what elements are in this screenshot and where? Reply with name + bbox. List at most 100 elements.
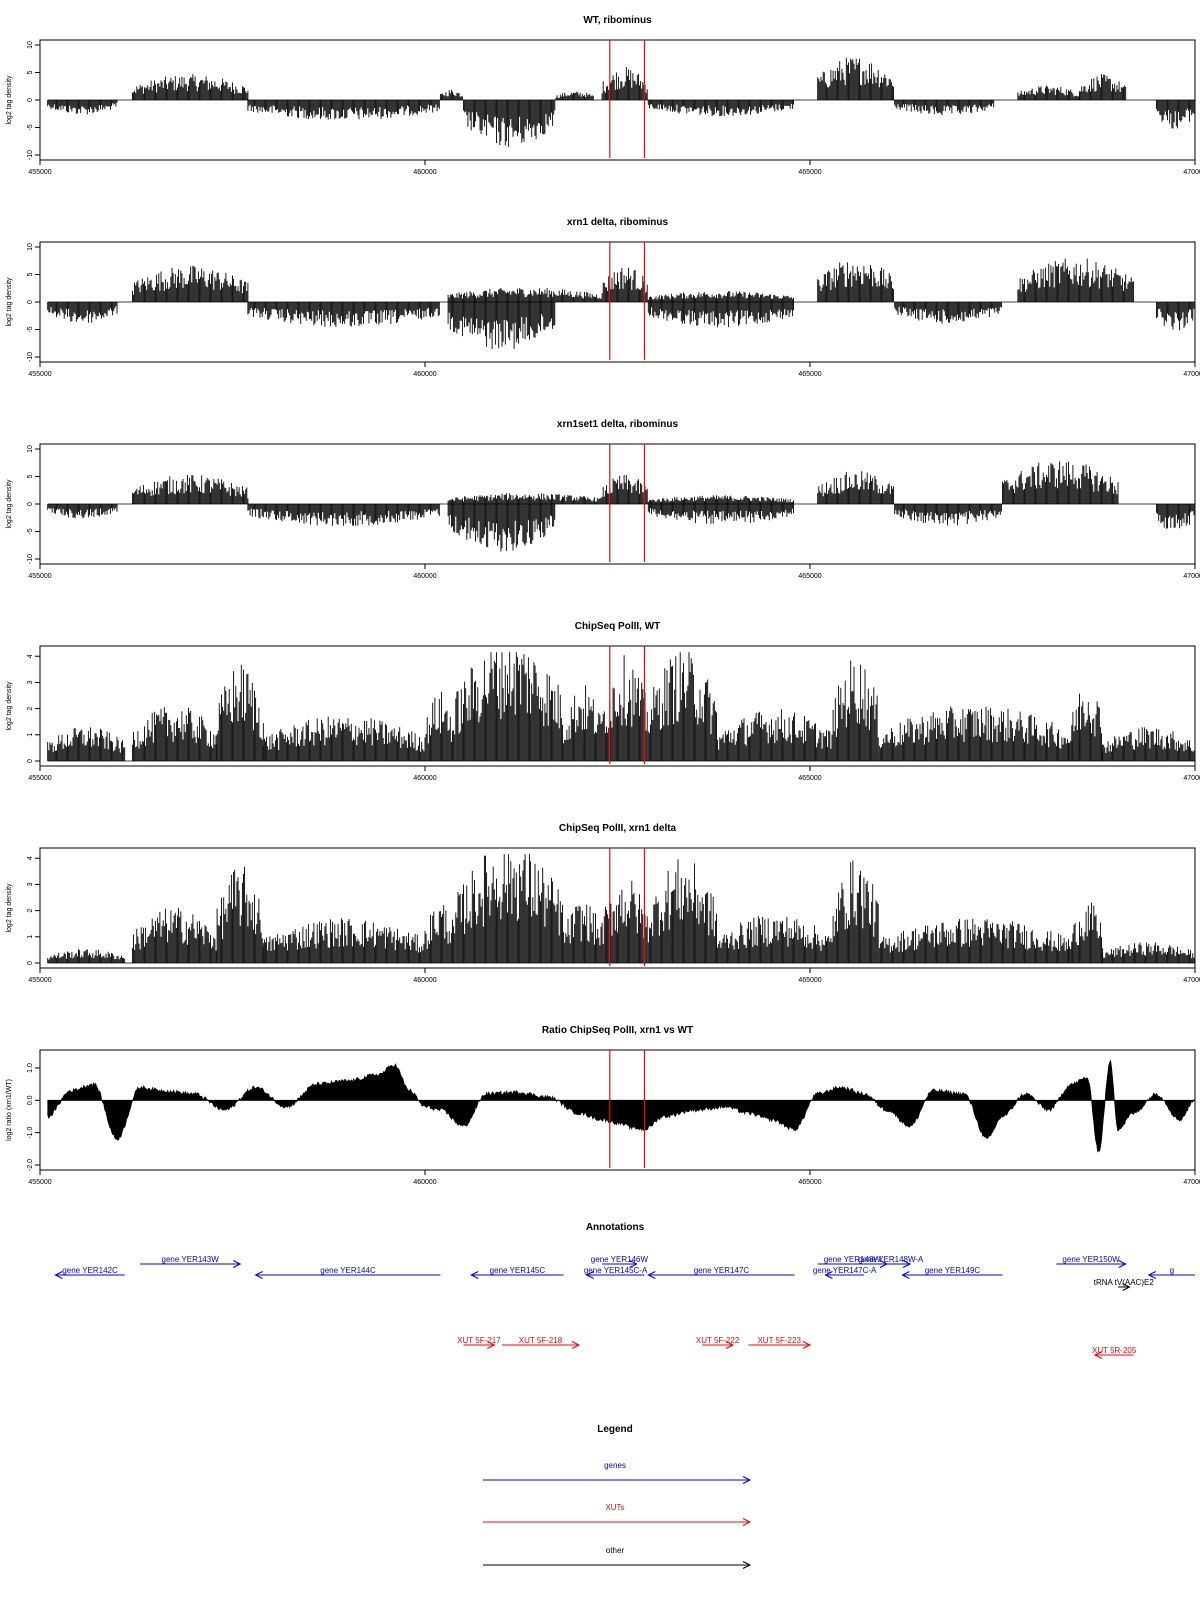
signal-segment	[878, 918, 1073, 963]
signal-bars	[131, 74, 249, 100]
signal-bars	[878, 706, 1073, 761]
signal-bars	[563, 904, 602, 963]
signal-segment	[131, 707, 218, 761]
signal-segment	[647, 504, 794, 524]
panel-title: WT, ribominus	[583, 15, 652, 26]
signal-segment	[131, 475, 249, 504]
signal-segment	[894, 302, 1002, 324]
x-tick-label: 460000	[413, 1179, 436, 1186]
arrow-head-icon	[725, 1341, 735, 1349]
signal-bars	[601, 880, 648, 963]
panel-data	[47, 854, 1196, 964]
signal-bars	[894, 302, 1002, 324]
signal-bars	[601, 67, 648, 100]
arrow-head-icon	[585, 1271, 594, 1279]
arrow-head-icon	[1093, 1351, 1103, 1359]
signal-segment	[262, 716, 425, 761]
signal-segment	[447, 288, 602, 302]
signal-bars	[555, 91, 594, 100]
x-tick-label: 455000	[28, 169, 51, 176]
signal-segment	[601, 67, 648, 100]
y-tick-label: 4	[27, 856, 34, 860]
ratio-area	[47, 1059, 1196, 1153]
signal-bars	[717, 916, 833, 963]
x-tick-label: 460000	[413, 573, 436, 580]
signal-segment	[1017, 85, 1080, 100]
y-tick-label: 1	[27, 935, 34, 939]
signal-bars	[601, 475, 648, 504]
signal-segment	[131, 74, 249, 100]
y-tick-label: 3	[27, 882, 34, 886]
signal-segment	[894, 504, 1002, 526]
y-tick-label: 1	[27, 733, 34, 737]
signal-segment	[563, 685, 602, 761]
legend-label: genes	[604, 1461, 626, 1470]
signal-segment	[647, 495, 794, 504]
y-tick-label: -5	[27, 124, 34, 130]
arrow-head-icon	[54, 1271, 63, 1279]
arrow-head-icon	[1147, 1271, 1157, 1279]
y-tick-label: 4	[27, 654, 34, 658]
feature-label: gene YER149C	[925, 1266, 981, 1275]
y-tick-label: 0	[27, 502, 34, 506]
feature-label: gene YER150W	[1062, 1255, 1120, 1264]
annotation-feature: XUT 5F-217	[457, 1336, 501, 1349]
signal-segment	[447, 493, 602, 504]
signal-segment	[47, 949, 126, 963]
signal-segment	[47, 100, 118, 115]
signal-segment	[817, 471, 895, 504]
annotation-feature: gene YER145C-A	[584, 1266, 648, 1279]
y-tick-label: -5	[27, 326, 34, 332]
annotation-feature: gene YER147C-A	[813, 1266, 877, 1279]
annotation-feature: gene YER143W	[140, 1255, 242, 1268]
x-tick-label: 470000	[1183, 775, 1200, 782]
arrow-head-icon	[1118, 1260, 1127, 1268]
feature-label: XUT 5F-223	[757, 1336, 801, 1345]
feature-label: g	[1170, 1266, 1174, 1275]
x-tick-label: 470000	[1183, 1179, 1200, 1186]
signal-bars	[262, 716, 425, 761]
legend-label: other	[606, 1546, 625, 1555]
signal-bars	[447, 504, 556, 552]
y-tick-label: 0	[27, 961, 34, 965]
y-tick-label: -2.0	[27, 1159, 34, 1171]
legend-title: Legend	[597, 1424, 633, 1435]
signal-bars	[832, 860, 879, 963]
signal-segment	[424, 691, 456, 761]
arrow-head-icon	[742, 1561, 752, 1569]
annotation-feature: gene YER146W	[591, 1255, 648, 1268]
signal-bars	[817, 57, 895, 100]
y-tick-label: 0	[27, 300, 34, 304]
signal-bars	[817, 471, 895, 504]
panel-data	[47, 1059, 1196, 1153]
track-panel-4: ChipSeq PolII, xrn1 delta 0 1 2 3 4 log2 tag d…	[6, 823, 1200, 984]
panel-frame	[39, 847, 1196, 969]
x-tick-label: 465000	[798, 573, 821, 580]
signal-bars	[47, 949, 126, 963]
annotation-feature: gene YER150W	[1056, 1255, 1127, 1268]
track-panel-2: xrn1set1 delta, ribominus -10 -5 0 5 10 log2 t…	[6, 419, 1200, 580]
feature-label: tRNA tV(AAC)E2	[1094, 1278, 1155, 1287]
y-tick-label: 3	[27, 680, 34, 684]
arrow-head-icon	[902, 1260, 912, 1268]
signal-segment	[463, 100, 556, 147]
signal-segment	[247, 504, 440, 526]
x-tick-label: 470000	[1183, 573, 1200, 580]
signal-bars	[131, 908, 218, 963]
signal-bars	[647, 504, 794, 524]
annotation-feature: XUT 5F-223	[748, 1336, 812, 1349]
panel-data	[47, 461, 1196, 552]
signal-bars	[647, 291, 794, 302]
signal-segment	[216, 866, 264, 963]
signal-segment	[447, 302, 556, 349]
x-tick-label: 460000	[413, 775, 436, 782]
x-tick-label: 465000	[798, 1179, 821, 1186]
x-tick-label: 465000	[798, 775, 821, 782]
annotation-feature: gene YER144C	[254, 1266, 441, 1279]
signal-bars	[216, 664, 264, 761]
signal-segment	[647, 859, 717, 963]
arrow-head-icon	[470, 1271, 479, 1279]
x-tick-label: 455000	[28, 775, 51, 782]
signal-segment	[601, 880, 648, 963]
